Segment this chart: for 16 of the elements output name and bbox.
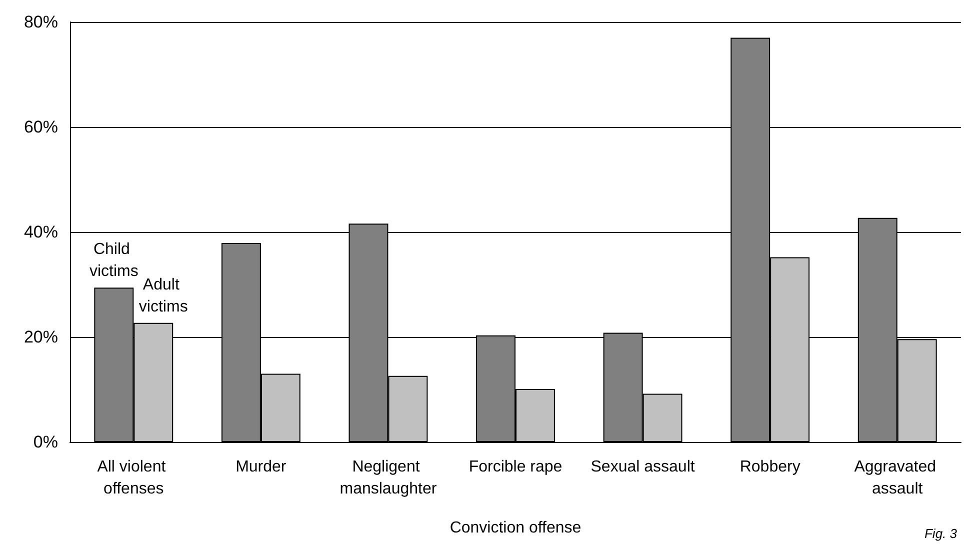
x-tick-label: Sexual assault: [590, 458, 696, 476]
y-tick-label: 60%: [24, 118, 58, 136]
x-tick-label: Negligent manslaughter: [340, 458, 438, 498]
x-tick-label: Forcible rape: [468, 458, 562, 476]
y-tick-label: 40%: [24, 222, 58, 242]
y-tick-label: 80%: [24, 12, 58, 32]
series-label: Adult victims: [138, 276, 188, 316]
x-tick-label: Murder: [236, 458, 287, 476]
x-tick-label: Aggravated assault: [854, 458, 940, 498]
y-tick-label: 20%: [24, 328, 58, 346]
y-tick-label: 0%: [33, 432, 58, 452]
caption: Fig. 3: [924, 526, 958, 541]
x-tick-label: All violent offenses: [97, 458, 170, 498]
x-tick-label: Robbery: [740, 458, 800, 476]
x-axis-title: Conviction offense: [450, 520, 582, 536]
series-label: Child victims: [89, 241, 138, 280]
